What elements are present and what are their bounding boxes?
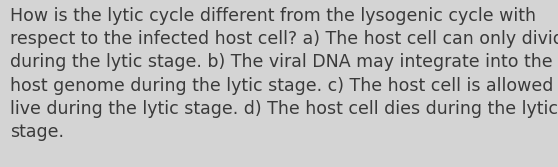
Text: How is the lytic cycle different from the lysogenic cycle with
respect to the in: How is the lytic cycle different from th… [10,7,558,141]
